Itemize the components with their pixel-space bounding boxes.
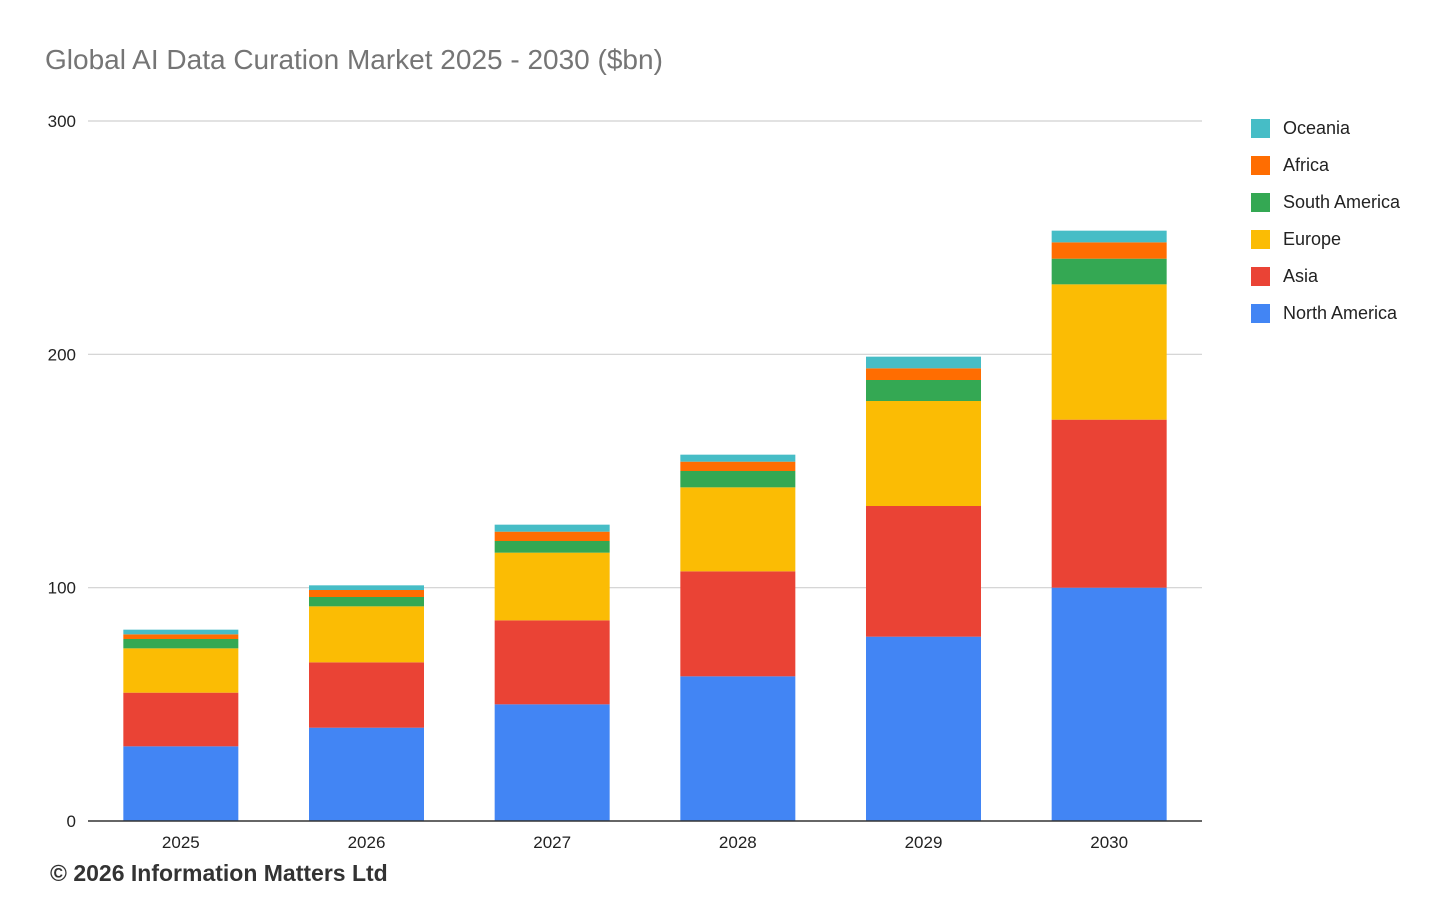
bar-segment xyxy=(309,727,424,821)
bar-segment xyxy=(494,531,610,541)
bar-segment xyxy=(494,620,610,705)
legend-label: Africa xyxy=(1283,155,1330,175)
legend-label: Europe xyxy=(1283,229,1342,249)
legend-label: Oceania xyxy=(1283,118,1351,138)
bar-segment xyxy=(309,662,424,728)
legend-item: Europe xyxy=(1251,221,1400,258)
bar-segment xyxy=(866,636,981,821)
bar-segment xyxy=(866,380,981,401)
chart-legend: Oceania Africa South America Europe Asia Nort… xyxy=(1251,110,1400,332)
legend-swatch xyxy=(1251,193,1270,212)
legend-label: North America xyxy=(1283,303,1398,323)
y-tick-label: 200 xyxy=(48,345,76,364)
bar-segment xyxy=(123,639,239,649)
bar-segment xyxy=(494,541,610,553)
bar-segment xyxy=(680,471,796,488)
bar-segment xyxy=(494,552,610,621)
y-tick-label: 0 xyxy=(67,812,76,831)
bar-segment xyxy=(123,692,239,747)
x-tick-label: 2025 xyxy=(162,833,200,852)
bar-segment xyxy=(123,634,239,639)
legend-label: Asia xyxy=(1283,266,1319,286)
bar-segment xyxy=(309,590,424,597)
x-tick-label: 2028 xyxy=(719,833,757,852)
chart-title: Global AI Data Curation Market 2025 - 20… xyxy=(45,44,663,75)
bar-segment xyxy=(1051,258,1167,285)
y-tick-label: 300 xyxy=(48,112,76,131)
bar-segment xyxy=(123,746,239,821)
legend-swatch xyxy=(1251,267,1270,286)
bar-segment xyxy=(494,704,610,821)
bar-segment xyxy=(494,524,610,532)
bar-segment xyxy=(680,454,796,462)
x-tick-label: 2029 xyxy=(905,833,943,852)
bar-segment xyxy=(123,648,239,693)
legend-item: South America xyxy=(1251,184,1400,221)
bar-segment xyxy=(866,368,981,380)
bar-segment xyxy=(1051,284,1167,420)
bar-segment xyxy=(309,585,424,590)
bar-segment xyxy=(866,401,981,506)
x-tick-label: 2026 xyxy=(348,833,386,852)
bar-segment xyxy=(680,676,796,821)
legend-item: Africa xyxy=(1251,147,1400,184)
legend-item: Asia xyxy=(1251,258,1400,295)
legend-swatch xyxy=(1251,119,1270,138)
bar-segment xyxy=(309,606,424,663)
bar-segment xyxy=(1051,230,1167,243)
bar-segment xyxy=(309,597,424,607)
bar-segment xyxy=(680,461,796,471)
x-tick-label: 2027 xyxy=(533,833,571,852)
y-tick-label: 100 xyxy=(48,579,76,598)
legend-item: Oceania xyxy=(1251,110,1400,147)
bar-segment xyxy=(123,629,239,635)
x-tick-label: 2030 xyxy=(1090,833,1128,852)
legend-swatch xyxy=(1251,304,1270,323)
bar-segment xyxy=(680,487,796,572)
bar-segment xyxy=(866,356,981,369)
bar-segment xyxy=(1051,242,1167,259)
bar-segment xyxy=(866,506,981,637)
legend-swatch xyxy=(1251,156,1270,175)
copyright-notice: © 2026 Information Matters Ltd xyxy=(50,860,388,886)
bar-segment xyxy=(680,571,796,677)
legend-label: South America xyxy=(1283,192,1401,212)
bar-segment xyxy=(1051,587,1167,821)
legend-item: North America xyxy=(1251,295,1400,332)
legend-swatch xyxy=(1251,230,1270,249)
bar-segment xyxy=(1051,419,1167,588)
